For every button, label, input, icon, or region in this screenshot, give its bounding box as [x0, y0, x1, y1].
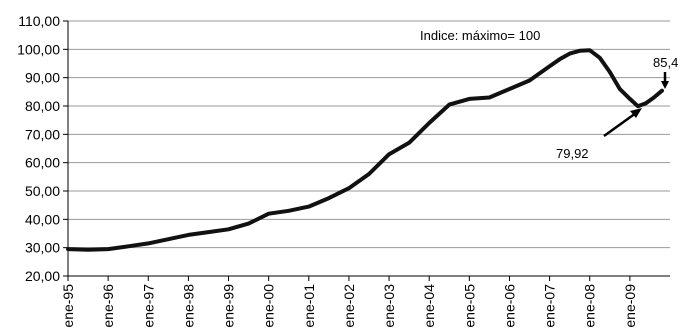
x-tick-label: ene-03 [381, 284, 397, 328]
annotation-last-value: 85,4 [653, 55, 678, 70]
y-tick-label: 90,00 [25, 70, 60, 86]
gridlines [67, 20, 670, 277]
annotation-min-value: 79,92 [556, 146, 589, 161]
y-tick-label: 70,00 [25, 126, 60, 142]
arrow-min-value [603, 111, 637, 138]
x-tick-label: ene-08 [582, 284, 598, 328]
y-axis-ticks: 20,00 30,00 40,00 50,00 60,00 70,00 80,00 90,00… [17, 13, 68, 284]
y-tick-label: 60,00 [25, 155, 60, 171]
x-axis-ticks: ene-95 ene-96 ene-97 ene-98 ene-99 ene-00 ene-… [60, 276, 638, 328]
x-tick-label: ene-99 [221, 284, 237, 328]
y-tick-label: 30,00 [25, 240, 60, 256]
y-tick-label: 80,00 [25, 98, 60, 114]
x-tick-label: ene-05 [461, 284, 477, 328]
x-tick-label: ene-01 [301, 284, 317, 328]
series-line [66, 48, 664, 252]
y-tick-label: 40,00 [25, 211, 60, 227]
x-tick-label: ene-95 [60, 284, 76, 328]
x-tick-label: ene-98 [180, 284, 196, 328]
x-tick-label: ene-97 [140, 284, 156, 328]
y-tick-label: 100,00 [17, 41, 60, 57]
y-tick-label: 20,00 [25, 268, 60, 284]
arrowhead-min-value [630, 108, 642, 118]
x-tick-label: ene-96 [100, 284, 116, 328]
x-tick-label: ene-07 [542, 284, 558, 328]
chart-note: Indice: máximo= 100 [420, 28, 540, 43]
x-tick-label: ene-00 [261, 284, 277, 328]
x-tick-label: ene-04 [421, 284, 437, 328]
arrowhead-last-value [661, 81, 669, 89]
x-tick-label: ene-09 [622, 284, 638, 328]
y-tick-label: 110,00 [18, 13, 60, 29]
x-tick-label: ene-02 [341, 284, 357, 328]
y-tick-label: 50,00 [25, 183, 60, 199]
x-tick-label: ene-06 [501, 284, 517, 328]
